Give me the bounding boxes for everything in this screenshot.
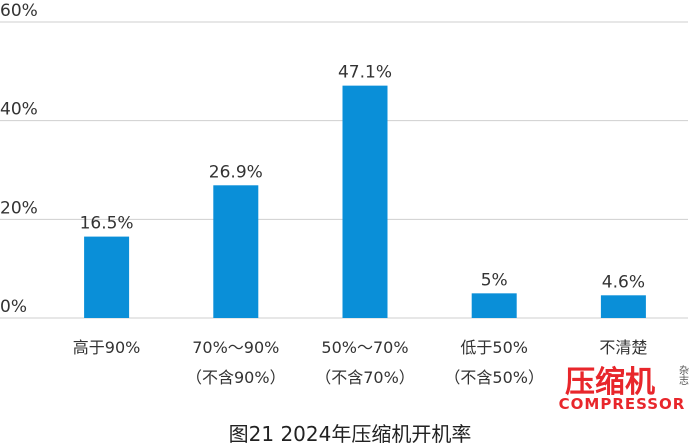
logo-sub: COMPRESSOR: [559, 395, 686, 413]
logo-main: 压缩机: [565, 365, 655, 400]
x-tick-label: 不清楚: [599, 338, 648, 357]
y-tick-label: 20%: [0, 198, 38, 218]
y-tick-label: 60%: [0, 1, 38, 21]
bar: [213, 185, 259, 318]
x-tick-label: 高于90%: [72, 338, 141, 357]
value-label: 26.9%: [209, 162, 263, 182]
value-label: 16.5%: [80, 214, 134, 234]
chart-title: 图21 2024年压缩机开机率: [229, 422, 472, 446]
logo-side: 杂志: [677, 365, 689, 385]
bar: [342, 85, 388, 318]
y-tick-label: 0%: [0, 297, 27, 317]
bar: [471, 293, 517, 318]
bar: [600, 295, 646, 318]
value-label: 5%: [481, 270, 508, 290]
value-label: 47.1%: [338, 63, 392, 83]
x-tick-label: 50%～70% （不含70%）: [315, 338, 415, 387]
x-tick-label: 低于50% （不含50%）: [444, 338, 544, 387]
x-tick-label: 70%～90% （不含90%）: [186, 338, 286, 387]
bar: [84, 236, 130, 318]
y-tick-label: 40%: [0, 100, 38, 120]
value-label: 4.6%: [602, 272, 645, 292]
